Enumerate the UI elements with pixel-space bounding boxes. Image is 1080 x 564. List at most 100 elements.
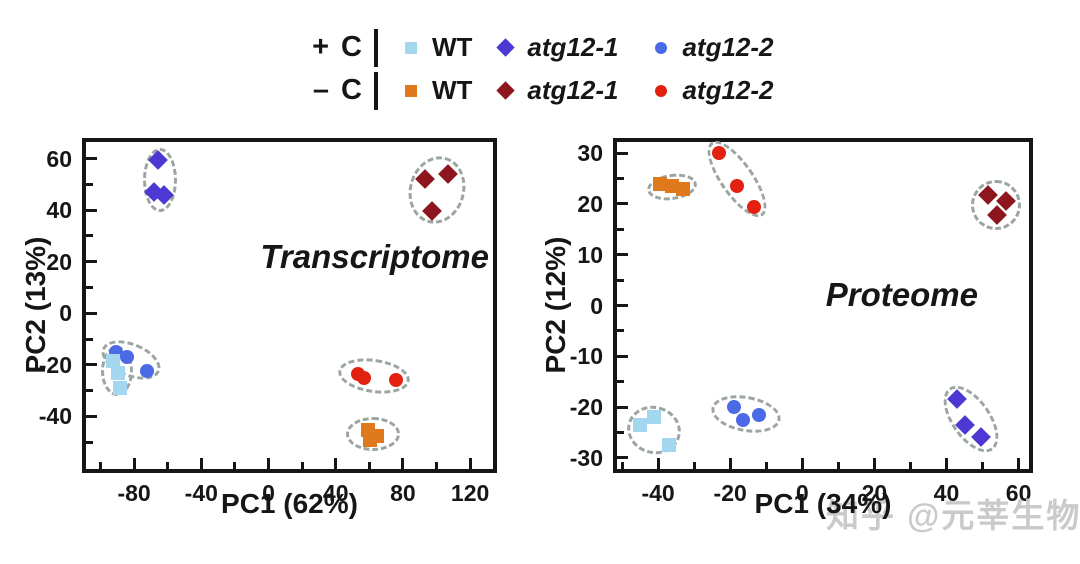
y-tick — [617, 278, 624, 282]
x-tick-label: 20 — [861, 480, 888, 506]
x-tick — [367, 462, 371, 469]
y-tick-label: 20 — [577, 190, 603, 217]
data-point-atg12-2-+c — [139, 364, 154, 379]
diamond-marker-icon — [496, 81, 516, 100]
transcriptome-plot: Transcriptome PC1 (62%) PC2 (13%) -80 -40… — [20, 138, 497, 519]
x-tick — [800, 458, 804, 469]
y-tick-label: 20 — [46, 248, 72, 275]
data-point-wt-+c — [106, 353, 121, 368]
cluster-outline — [142, 148, 177, 212]
x-tick — [401, 458, 405, 469]
x-tick — [836, 462, 840, 469]
legend-entry-label: atg12-1 — [527, 75, 619, 105]
legend-entry-label: atg12-2 — [682, 32, 774, 62]
proteome-xlabel: PC1 (34%) — [754, 488, 892, 519]
x-tick-label: -40 — [184, 480, 218, 506]
y-tick — [86, 414, 97, 418]
x-tick — [132, 458, 136, 469]
transcriptome-xlabel: PC1 (62%) — [221, 488, 358, 519]
y-tick — [86, 260, 97, 264]
legend-entry-wt: WT — [405, 32, 472, 63]
y-tick-label: 60 — [46, 145, 72, 172]
x-tick-label: 40 — [322, 480, 349, 506]
x-tick — [233, 462, 237, 469]
x-tick — [166, 462, 170, 469]
x-tick-label: 40 — [933, 480, 960, 506]
x-tick — [764, 462, 768, 469]
legend-row-plus-c: + C WT atg12-1 atg12-2 — [302, 26, 774, 69]
x-tick-label: 60 — [1005, 480, 1032, 506]
data-point-wt-+c — [647, 410, 662, 425]
y-tick — [617, 177, 624, 181]
x-tick-label: 120 — [450, 480, 490, 506]
x-tick-label: -80 — [117, 480, 151, 506]
proteome-ylabel: PC2 (12%) — [540, 236, 571, 374]
y-tick — [86, 234, 93, 238]
data-point-atg12-2-+c — [119, 350, 134, 365]
x-tick — [266, 458, 270, 469]
y-tick — [617, 151, 628, 155]
y-tick — [617, 227, 624, 231]
y-tick — [617, 202, 628, 206]
legend-entry-atg12-2: atg12-2 — [655, 75, 774, 106]
legend-entry-label: WT — [432, 32, 473, 62]
y-tick-label: -20 — [569, 394, 603, 420]
y-tick — [617, 405, 628, 409]
y-tick-label: 0 — [590, 292, 603, 319]
circle-marker-icon — [655, 41, 668, 54]
x-tick — [1017, 458, 1021, 469]
y-tick — [617, 329, 624, 333]
x-tick-label: -20 — [713, 480, 747, 506]
data-point-atg12-2-−c — [712, 146, 727, 161]
x-tick — [98, 462, 102, 469]
x-tick — [944, 458, 948, 469]
y-tick-label: -30 — [569, 444, 603, 471]
x-tick — [656, 458, 660, 469]
diamond-marker-icon — [496, 38, 516, 57]
data-point-atg12-2-−c — [746, 199, 761, 214]
y-tick — [86, 363, 97, 367]
data-point-wt-+c — [661, 438, 676, 453]
y-tick-label: -20 — [38, 351, 72, 378]
data-point-wt-+c — [111, 365, 126, 380]
y-tick — [617, 354, 628, 358]
x-tick-label: 0 — [262, 480, 275, 506]
y-tick-label: 30 — [577, 140, 603, 167]
legend-row-minus-c: – C WT atg12-1 atg12-2 — [302, 69, 774, 112]
y-tick-label: 10 — [577, 241, 603, 268]
legend-divider-bar — [374, 71, 378, 110]
data-point-atg12-2-+c — [752, 407, 766, 422]
transcriptome-plot-frame — [82, 138, 497, 473]
x-tick — [620, 462, 624, 469]
x-tick — [468, 458, 472, 469]
square-marker-icon — [405, 41, 417, 54]
square-marker-icon — [405, 84, 417, 97]
data-point-atg12-2-+c — [735, 412, 750, 427]
transcriptome-ylabel: PC2 (13%) — [20, 236, 51, 374]
legend-entry-atg12-1: atg12-1 — [496, 32, 618, 63]
y-tick — [617, 430, 624, 434]
x-tick — [981, 462, 985, 469]
watermark: 知乎 @元莘生物 — [826, 497, 1080, 534]
legend-condition-label: – C — [312, 74, 364, 106]
legend-divider-bar — [374, 28, 378, 67]
y-tick — [617, 380, 624, 384]
legend-entry-label: atg12-2 — [682, 75, 774, 105]
data-point-wt-−c — [676, 181, 691, 196]
data-point-wt-−c — [652, 176, 667, 191]
legend-entry-atg12-1: atg12-1 — [496, 75, 619, 106]
y-tick — [86, 337, 93, 341]
circle-marker-icon — [655, 84, 668, 97]
cluster-outline — [970, 180, 1021, 230]
y-tick-label: -10 — [569, 343, 603, 370]
x-tick — [908, 462, 912, 469]
data-point-atg12-2-−c — [389, 373, 404, 388]
x-tick — [872, 458, 876, 469]
y-tick — [86, 182, 93, 186]
x-tick-label: -40 — [641, 480, 675, 506]
proteome-plot: Proteome PC1 (34%) PC2 (12%) -40 -20 0 20 40… — [540, 131, 1033, 519]
proteome-plot-frame — [613, 138, 1033, 473]
x-tick — [435, 462, 438, 469]
x-tick-label: 80 — [390, 480, 416, 506]
